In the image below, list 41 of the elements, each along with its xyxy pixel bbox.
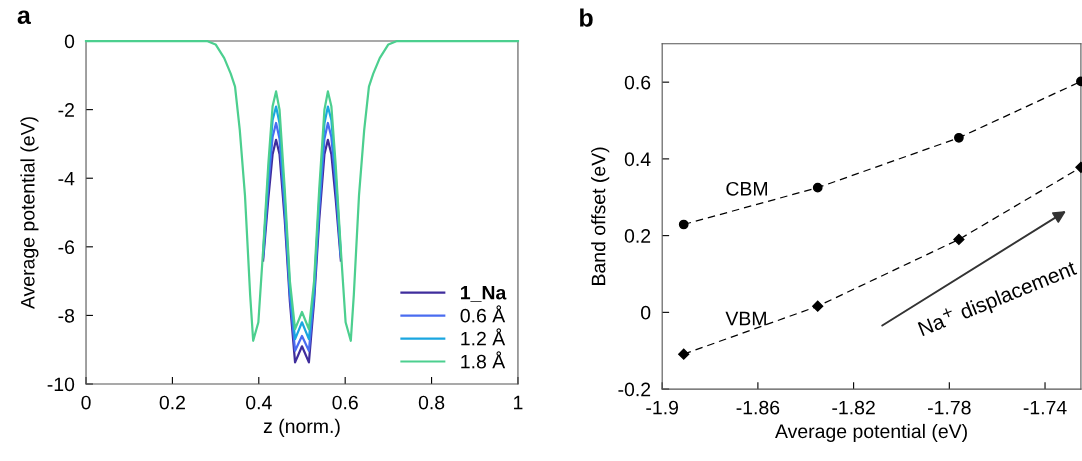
y-tick-label: 0 xyxy=(641,305,651,320)
y-tick-label: -4 xyxy=(58,171,75,186)
chart-title: a xyxy=(17,10,31,25)
point xyxy=(812,300,824,312)
x-tick-label: 1 xyxy=(514,395,523,410)
x-tick-label: 0 xyxy=(81,395,91,410)
y-tick-label: -0.2 xyxy=(618,382,651,397)
y-axis-title: Band offset (eV) xyxy=(591,147,610,285)
point xyxy=(678,219,689,230)
y-tick-label: -6 xyxy=(58,240,75,255)
y-axis-title: Average potential (eV) xyxy=(20,117,39,310)
y-tick-label: 0.2 xyxy=(624,229,651,243)
x-tick-label: -1.78 xyxy=(928,400,971,415)
y-tick-label: -2 xyxy=(58,103,74,117)
legend-label: 1.8 Å xyxy=(461,351,506,369)
x-tick-label: 0.6 xyxy=(332,395,358,410)
x-tick-label: 0.2 xyxy=(159,395,185,410)
y-tick-label: 0.6 xyxy=(624,75,651,90)
legend-label: 0.6 Å xyxy=(460,305,506,323)
y-tick-label: -8 xyxy=(58,308,75,323)
series-label: VBM xyxy=(725,311,766,326)
x-tick-label: -1.86 xyxy=(736,400,780,415)
x-tick-label: -1.82 xyxy=(832,400,875,415)
x-tick-label: 0.4 xyxy=(246,395,272,410)
legend-label: 1_Na xyxy=(461,285,507,302)
point xyxy=(812,182,823,193)
x-tick-label: -1.9 xyxy=(646,400,679,415)
point xyxy=(953,233,965,246)
point xyxy=(954,132,964,143)
legend-label: 1.2 Å xyxy=(461,328,506,346)
x-tick-label: 0.8 xyxy=(418,395,445,410)
point xyxy=(678,348,690,360)
series-label: CBM xyxy=(726,181,767,196)
annotation: Na$^{+}$ displacement xyxy=(916,257,1079,341)
y-tick-label: 0 xyxy=(64,34,75,49)
y-tick-label: -10 xyxy=(47,377,75,392)
x-axis-title: z (norm.) xyxy=(263,418,340,437)
y-tick-label: 0.4 xyxy=(624,152,651,167)
chart-title: b xyxy=(580,8,593,27)
x-axis-title: Average potential (eV) xyxy=(775,423,967,442)
x-tick-label: -1.74 xyxy=(1023,400,1067,415)
